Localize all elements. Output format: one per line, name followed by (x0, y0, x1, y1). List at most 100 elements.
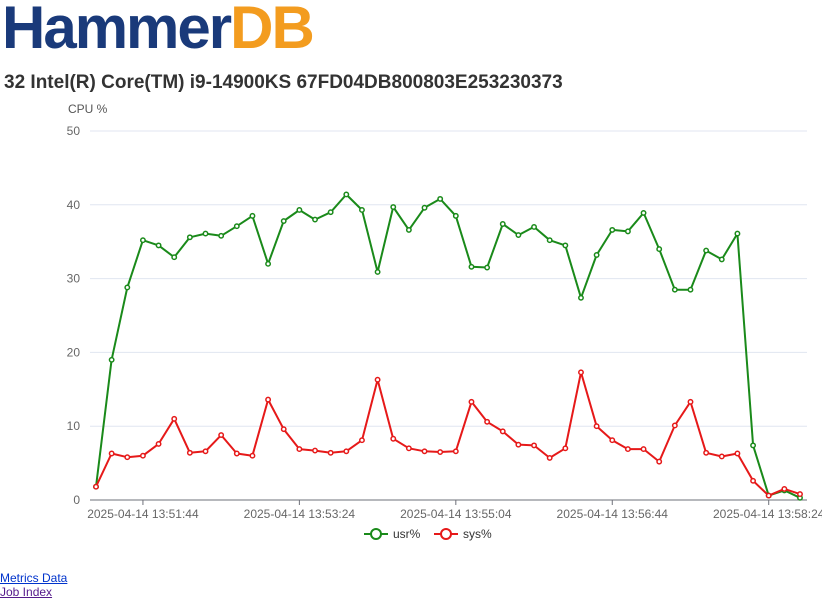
data-point-sys (202, 448, 209, 455)
data-point-usr (437, 195, 444, 202)
data-point-usr (468, 263, 475, 270)
data-point-usr (671, 286, 678, 293)
data-point-usr (656, 246, 663, 253)
data-point-usr (624, 228, 631, 235)
legend-marker (370, 528, 382, 540)
hammerdb-logo: HammerDB (2, 0, 315, 58)
logo-db-text: DB (230, 0, 315, 61)
data-point-usr (108, 356, 115, 363)
y-tick-label: 50 (67, 124, 81, 138)
data-point-sys (609, 437, 616, 444)
data-point-sys (374, 376, 381, 383)
cpu-line-chart: CPU % 0 10 20 30 40 50 2025-04-14 13:51:44 2025-… (67, 102, 822, 541)
data-point-sys (296, 446, 303, 453)
data-point-usr (327, 209, 334, 216)
data-point-sys (718, 453, 725, 460)
y-tick-label: 30 (67, 272, 81, 286)
data-point-usr (265, 260, 272, 267)
data-point-usr (218, 232, 225, 239)
y-tick-label: 20 (67, 345, 81, 359)
data-point-usr (171, 254, 178, 261)
data-point-usr (562, 242, 569, 249)
data-point-sys (390, 435, 397, 442)
data-point-usr (233, 223, 240, 230)
data-point-usr (593, 252, 600, 258)
data-point-usr (296, 207, 303, 213)
y-tick-label: 40 (67, 198, 81, 212)
data-point-sys (452, 448, 459, 455)
data-point-usr (390, 204, 397, 210)
data-point-usr (139, 237, 146, 244)
footer-links: Metrics Data Job Index (0, 571, 67, 599)
data-point-sys (124, 454, 131, 461)
legend-label: usr% (393, 527, 421, 541)
data-point-sys (108, 450, 115, 457)
legend-marker (440, 528, 452, 540)
data-point-usr (452, 212, 459, 219)
data-point-sys (249, 452, 256, 459)
series-line-usr (95, 193, 801, 499)
data-point-sys (233, 450, 240, 457)
x-tick-label: 2025-04-14 13:53:24 (244, 507, 356, 521)
metrics-data-link[interactable]: Metrics Data (0, 571, 68, 585)
data-point-sys (624, 446, 631, 453)
data-point-sys (499, 428, 506, 435)
data-point-usr (421, 204, 428, 211)
data-point-sys (280, 426, 287, 433)
data-point-sys (562, 445, 569, 452)
data-point-usr (359, 207, 365, 213)
data-point-usr (186, 234, 193, 241)
data-point-usr (202, 230, 209, 237)
data-point-sys (703, 449, 710, 456)
data-point-sys (437, 449, 444, 455)
data-point-sys (93, 483, 99, 490)
logo-hammer-text: Hammer (2, 0, 232, 61)
data-point-sys (687, 398, 694, 405)
legend-label: sys% (463, 527, 492, 541)
data-point-sys (421, 448, 428, 455)
data-point-usr (750, 442, 757, 449)
data-point-usr (484, 264, 491, 271)
data-point-sys (484, 418, 491, 425)
data-point-sys (640, 446, 647, 453)
data-point-usr (546, 237, 553, 244)
data-point-sys (468, 398, 475, 405)
data-point-sys (781, 485, 788, 492)
data-point-sys (578, 369, 584, 376)
x-tick-label: 2025-04-14 13:55:04 (400, 507, 512, 521)
data-point-usr (703, 247, 710, 254)
data-point-usr (249, 212, 256, 219)
data-point-sys (593, 423, 600, 430)
data-point-sys (405, 445, 412, 452)
data-point-usr (578, 294, 584, 301)
x-tick-label: 2025-04-14 13:58:24 (713, 507, 822, 521)
data-point-sys (171, 415, 178, 422)
data-point-sys (155, 440, 162, 447)
data-point-sys (734, 450, 741, 457)
data-point-sys (546, 454, 553, 461)
data-point-usr (640, 209, 647, 216)
data-point-sys (765, 492, 772, 499)
data-point-usr (343, 191, 350, 198)
data-point-sys (797, 491, 803, 498)
series-line-sys (95, 371, 801, 497)
data-point-usr (155, 242, 162, 249)
job-index-link[interactable]: Job Index (0, 585, 53, 599)
data-point-sys (265, 396, 272, 403)
data-point-sys (656, 458, 663, 465)
data-point-usr (531, 223, 537, 230)
data-point-sys (186, 449, 193, 456)
data-point-usr (312, 216, 318, 223)
data-point-usr (515, 232, 522, 239)
data-point-usr (280, 218, 287, 224)
x-tick-label: 2025-04-14 13:56:44 (557, 507, 669, 521)
data-point-usr (374, 269, 381, 275)
data-point-usr (609, 226, 616, 233)
data-point-sys (531, 442, 537, 449)
data-point-sys (515, 441, 522, 448)
data-point-sys (312, 447, 318, 454)
data-point-sys (750, 477, 757, 484)
data-point-sys (327, 449, 334, 456)
data-point-sys (343, 448, 350, 455)
data-point-usr (405, 226, 412, 233)
